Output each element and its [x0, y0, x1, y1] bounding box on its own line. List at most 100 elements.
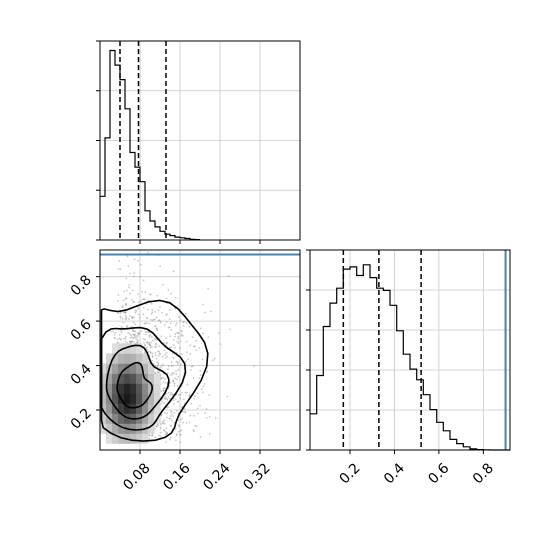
density-point: [193, 345, 196, 348]
density-point: [158, 434, 161, 437]
density-heat-cell: [154, 383, 161, 394]
density-heat-cell: [112, 343, 119, 354]
density-point: [170, 411, 173, 413]
density-point: [195, 349, 198, 352]
density-point: [164, 337, 167, 340]
density-point: [189, 344, 192, 347]
density-point: [194, 424, 197, 427]
density-point: [186, 351, 188, 354]
density-point: [159, 435, 162, 437]
density-heat-cell: [106, 403, 113, 414]
density-point: [166, 313, 168, 315]
density-point: [117, 268, 120, 270]
density-point: [170, 292, 173, 295]
density-point: [160, 414, 163, 417]
density-point: [127, 265, 130, 268]
density-point: [132, 289, 134, 292]
density-point: [183, 408, 186, 410]
density-heat-cell: [112, 423, 119, 434]
density-heat-cell: [136, 383, 143, 394]
density-xtick-label-3: 0.24: [200, 460, 233, 493]
density-point: [149, 293, 152, 296]
density-point: [199, 374, 202, 376]
density-point: [146, 346, 148, 348]
density-point: [177, 335, 180, 338]
density-point: [131, 340, 133, 342]
density-heat-cell: [106, 433, 113, 444]
density-point: [131, 316, 134, 319]
density-point: [177, 424, 180, 426]
density-point: [156, 329, 159, 332]
density-point: [150, 312, 153, 315]
density-heat-cell: [118, 363, 125, 374]
density-point: [157, 309, 160, 311]
density-point: [169, 393, 172, 396]
density-heat-cell: [100, 373, 107, 384]
density-point: [197, 412, 199, 415]
density-point: [119, 315, 122, 318]
density-point: [166, 342, 169, 344]
density-point: [128, 333, 131, 335]
density-point: [175, 434, 178, 437]
density-point: [145, 322, 148, 325]
density-point: [146, 341, 149, 344]
density-heat-cell: [124, 393, 131, 404]
density-point: [148, 343, 151, 346]
density-point: [159, 321, 162, 324]
density-point: [157, 319, 160, 322]
density-point: [150, 318, 152, 321]
density-point: [166, 432, 169, 435]
density-heat-cell: [130, 343, 137, 354]
density-point: [125, 317, 127, 320]
density-point: [121, 305, 124, 307]
density-point: [162, 363, 164, 366]
density-point: [133, 316, 136, 318]
density-point: [132, 300, 135, 303]
density-point: [149, 344, 152, 347]
density-heat-cell: [142, 383, 149, 394]
density-point: [179, 434, 182, 436]
density-heat-cell: [148, 373, 155, 384]
density-point: [192, 377, 195, 380]
density-point: [174, 333, 177, 335]
density-point: [159, 306, 161, 309]
density-point: [165, 314, 168, 316]
density-heat-cell: [148, 383, 155, 394]
density-point: [164, 357, 167, 359]
density-point: [136, 341, 139, 344]
density-point: [176, 433, 178, 436]
density-point: [154, 325, 157, 328]
density-point: [119, 312, 122, 314]
density-point: [178, 347, 181, 350]
density-point: [132, 337, 134, 340]
density-point: [125, 303, 127, 305]
density-point: [170, 419, 173, 422]
density-point: [128, 284, 131, 286]
density-point: [177, 332, 180, 334]
density-point: [177, 368, 180, 371]
density-point: [180, 429, 183, 432]
density-point: [189, 414, 191, 417]
density-point: [137, 313, 140, 316]
density-point: [162, 420, 165, 423]
density-point: [190, 365, 193, 368]
density-point: [132, 275, 135, 278]
density-heat-cell: [106, 423, 113, 434]
density-point: [161, 377, 163, 379]
density-point: [169, 335, 172, 338]
density-point: [200, 388, 203, 391]
density-point: [207, 336, 210, 338]
density-point: [117, 300, 119, 302]
density-point: [152, 339, 154, 342]
density-point: [142, 306, 145, 309]
density-point: [185, 340, 188, 343]
density-point: [157, 355, 160, 357]
density-point: [178, 425, 181, 428]
density-point: [163, 387, 166, 389]
density-point: [179, 430, 181, 432]
density-point: [143, 322, 146, 325]
density-point: [133, 341, 135, 343]
density-point: [219, 343, 222, 345]
density-contour-3: [105, 344, 170, 420]
density-point: [177, 394, 180, 396]
